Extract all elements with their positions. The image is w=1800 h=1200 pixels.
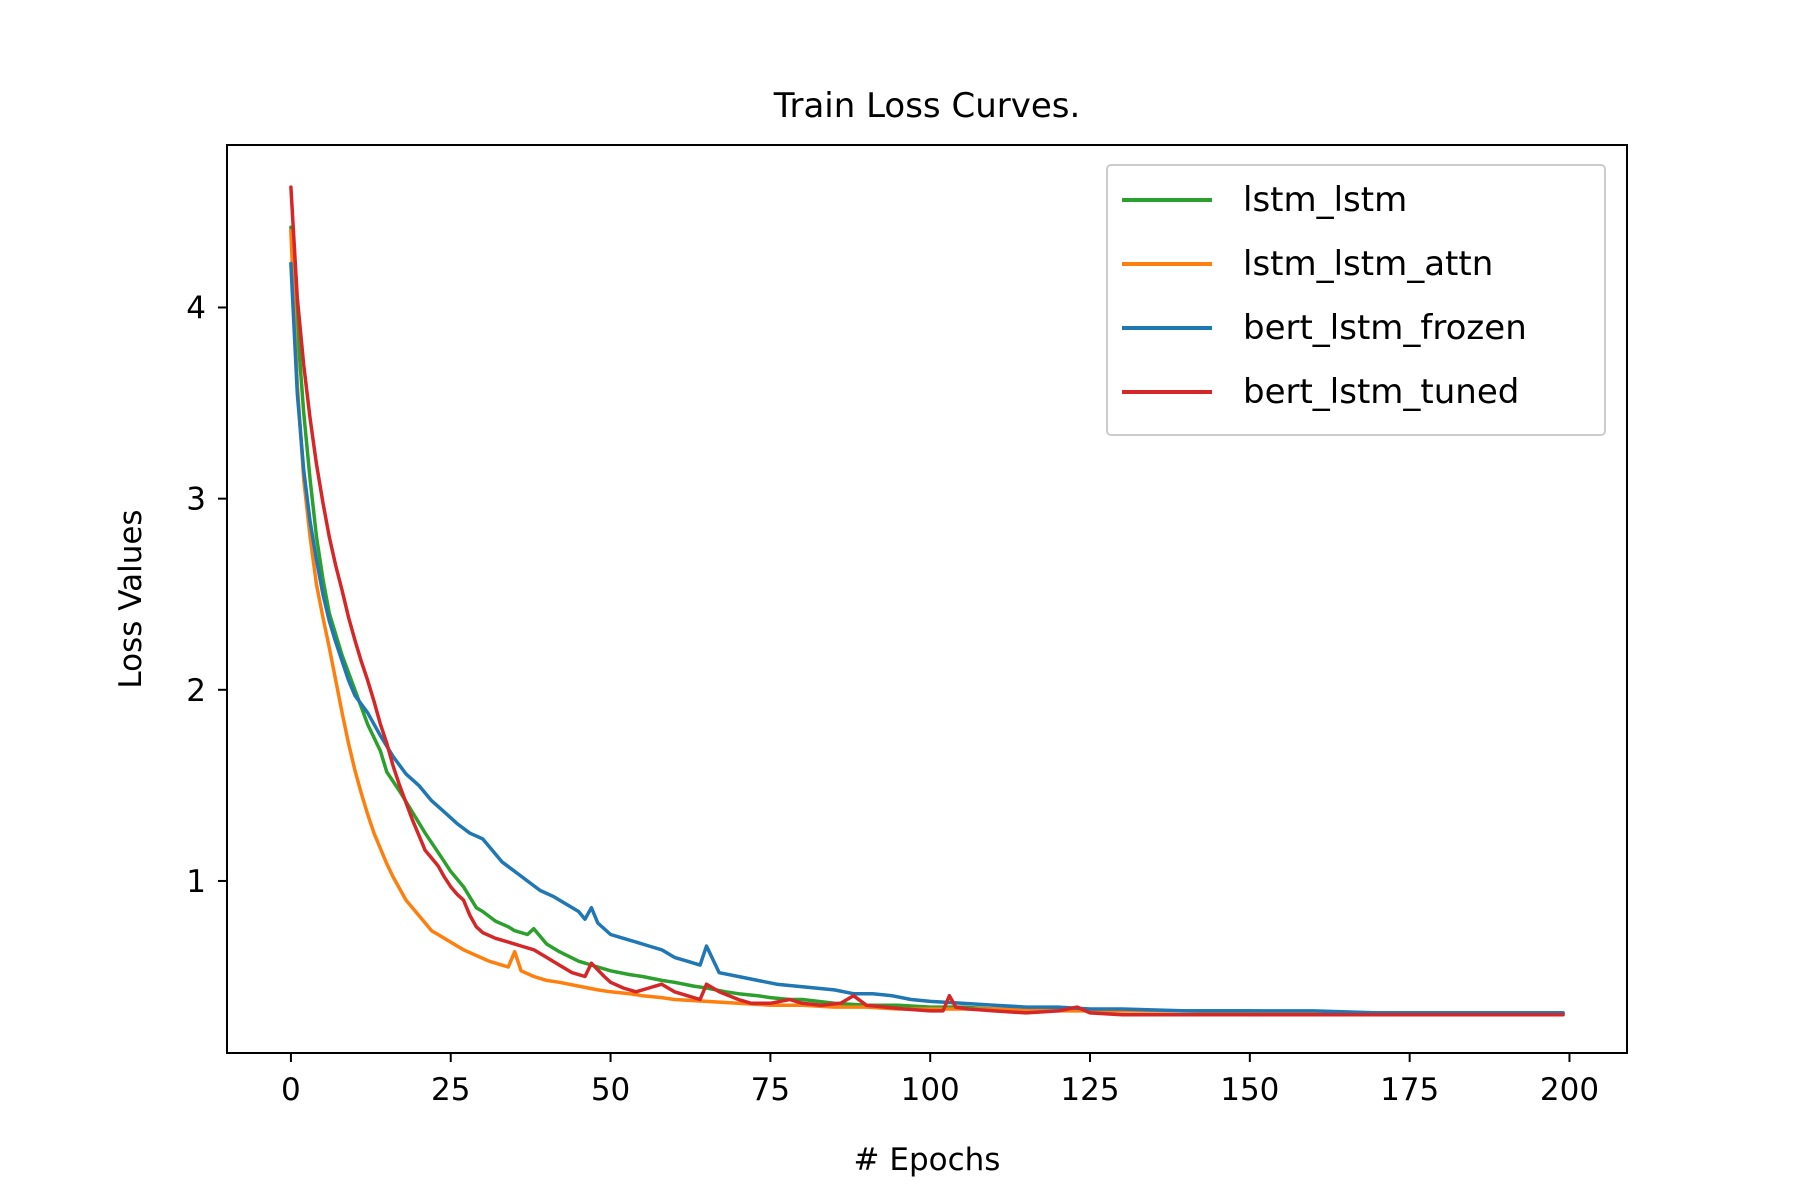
y-tick-label: 2 xyxy=(186,673,206,709)
chart-title: Train Loss Curves. xyxy=(773,86,1081,126)
legend-box xyxy=(1106,164,1606,436)
x-tick-label: 150 xyxy=(1220,1072,1279,1108)
plot-frame xyxy=(226,144,1628,1054)
x-tick-label: 200 xyxy=(1540,1072,1599,1108)
y-tick-label: 1 xyxy=(186,864,206,900)
x-tick-label: 25 xyxy=(431,1072,470,1108)
legend-item-lstm-lstm-attn: lstm_lstm_attn xyxy=(1122,244,1493,284)
x-tick-label: 75 xyxy=(751,1072,790,1108)
x-axis-ticks: 0 25 50 75 100 125 150 175 200 xyxy=(281,1053,1599,1108)
series-line-bert-lstm-tuned xyxy=(289,185,1565,1017)
y-axis-label: Loss Values xyxy=(113,509,149,688)
x-tick-label: 125 xyxy=(1060,1072,1119,1108)
series-layer xyxy=(289,185,1565,1017)
series-line-lstm-lstm-attn xyxy=(289,229,1565,1015)
x-tick-label: 0 xyxy=(281,1072,301,1108)
x-axis-label: # Epochs xyxy=(854,1142,1001,1178)
series-line-bert-lstm-frozen xyxy=(289,261,1565,1015)
legend-item-lstm-lstm: lstm_lstm xyxy=(1122,180,1407,220)
legend-label: lstm_lstm_attn xyxy=(1243,244,1493,284)
legend-item-bert-lstm-tuned: bert_lstm_tuned xyxy=(1122,372,1519,412)
legend-item-bert-lstm-frozen: bert_lstm_frozen xyxy=(1122,308,1527,348)
legend: lstm_lstm lstm_lstm_attn bert_lstm_frozenb… xyxy=(1106,164,1606,436)
x-tick-label: 50 xyxy=(591,1072,630,1108)
legend-label: bert_lstm_tuned xyxy=(1243,372,1519,412)
y-tick-label: 3 xyxy=(186,482,206,518)
x-tick-label: 175 xyxy=(1380,1072,1439,1108)
y-tick-label: 4 xyxy=(186,290,206,326)
legend-label: lstm_lstm xyxy=(1243,180,1407,220)
y-axis-ticks: 1 2 3 4 xyxy=(186,290,227,900)
x-tick-label: 100 xyxy=(901,1072,960,1108)
legend-label: bert_lstm_frozen xyxy=(1243,308,1527,348)
